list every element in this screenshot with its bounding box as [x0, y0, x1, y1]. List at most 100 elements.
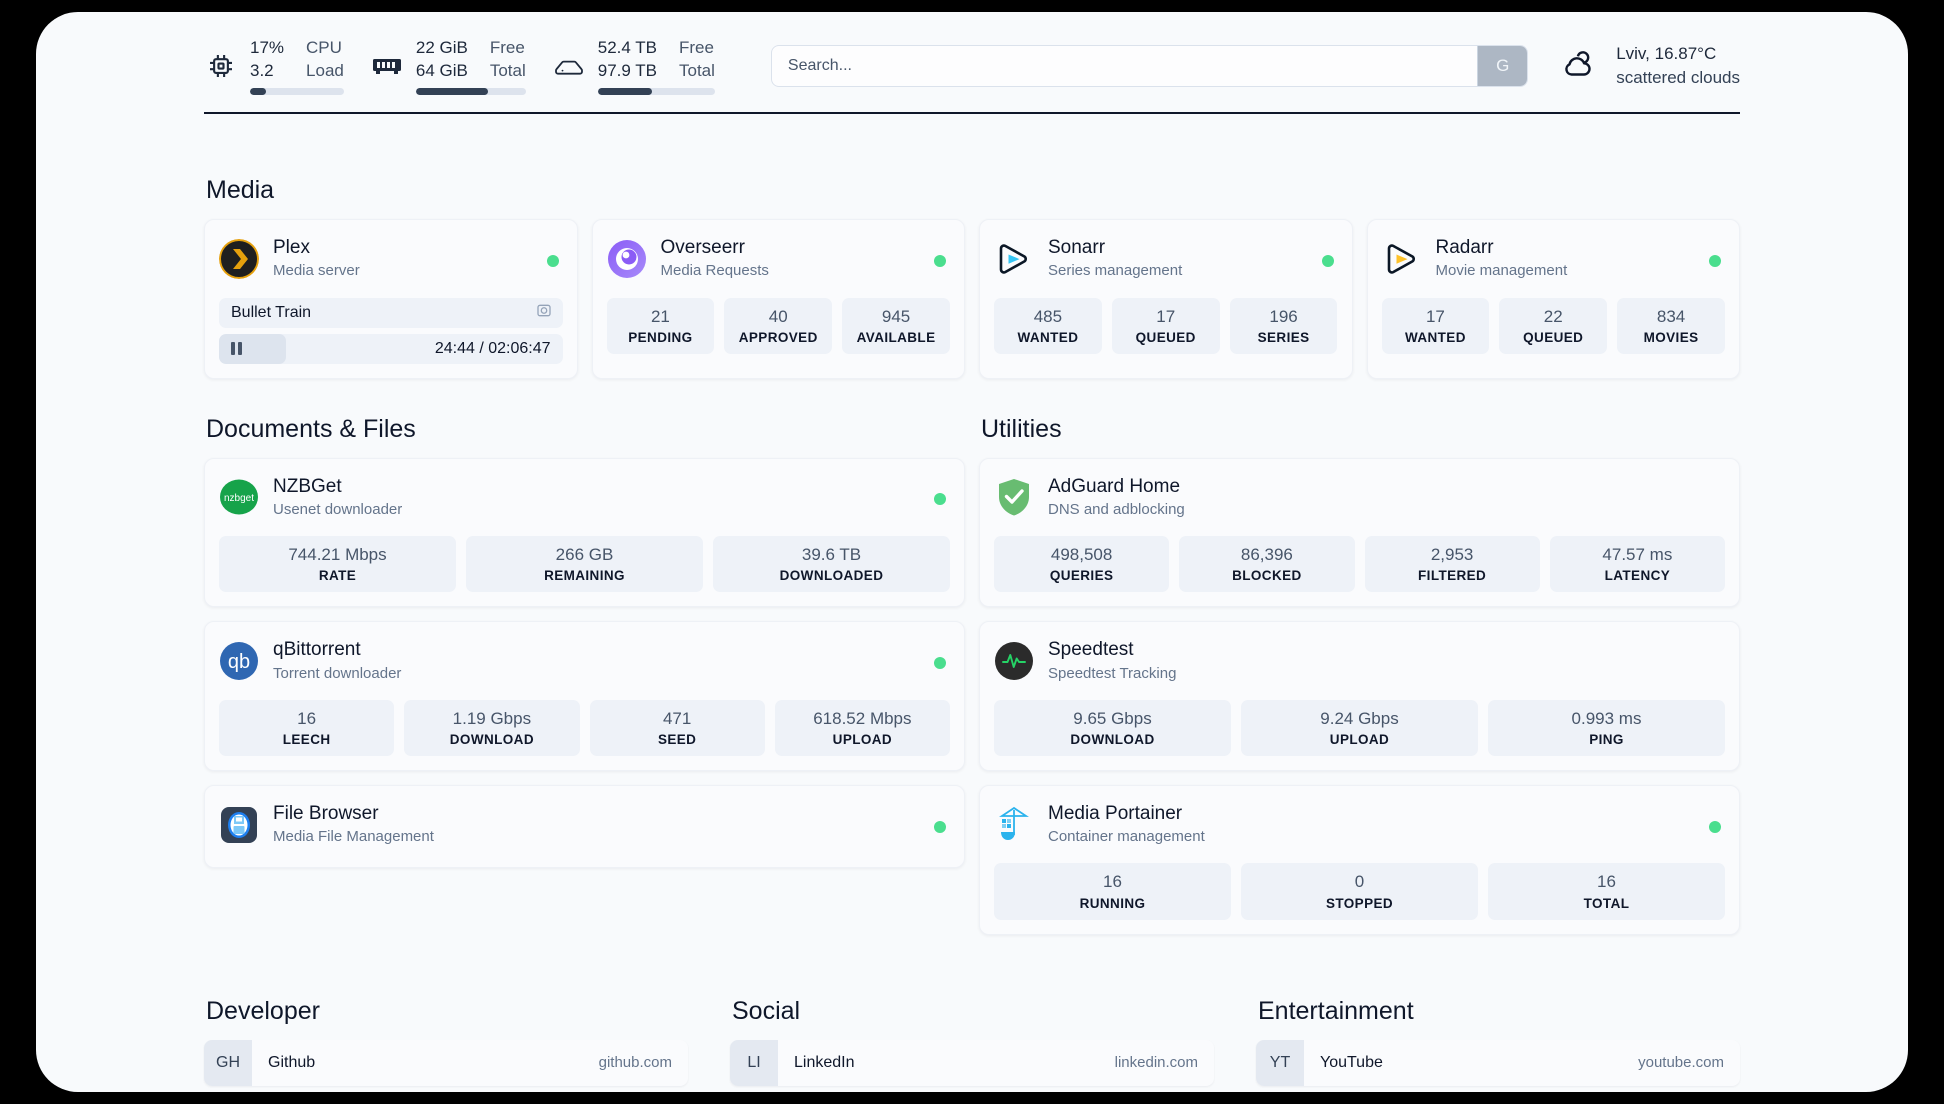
- bookmark-item[interactable]: GH Github github.com: [204, 1039, 688, 1086]
- service-card-nzbget[interactable]: nzbget NZBGet Usenet downloader 74: [204, 457, 965, 608]
- memory-total-label: Total: [489, 60, 526, 80]
- svg-text:nzbget: nzbget: [224, 493, 254, 504]
- service-subtitle: Speedtest Tracking: [1048, 664, 1177, 682]
- bookmarks-area: Developer GH Github github.com SO StackO…: [204, 997, 1740, 1092]
- stat-row: 9.65 Gbps DOWNLOAD 9.24 Gbps UPLOAD 0.99…: [994, 699, 1725, 756]
- stat-value: 16: [1103, 872, 1122, 892]
- bookmark-group-title: Entertainment: [1258, 996, 1414, 1025]
- playback-progress[interactable]: 24:44 / 02:06:47: [219, 333, 563, 364]
- service-card-radarr[interactable]: Radarr Movie management 17 WANTED 22 QUE…: [1366, 219, 1740, 379]
- service-card-qbittorrent[interactable]: qb qBittorrent Torrent downloader: [204, 621, 965, 771]
- plex-icon: [219, 238, 259, 279]
- time-separator: /: [474, 339, 489, 357]
- qbittorrent-icon: qb: [219, 641, 259, 681]
- stat-value: 17: [1156, 306, 1176, 326]
- weather-widget: Lviv, 16.87°C scattered clouds: [1558, 42, 1740, 90]
- stat-label: APPROVED: [738, 329, 818, 345]
- service-card-adguard-home[interactable]: AdGuard Home DNS and adblocking 498,508 …: [979, 457, 1740, 608]
- now-playing-bar: Bullet Train: [219, 297, 563, 328]
- stat-label: QUEUED: [1135, 329, 1196, 345]
- service-card-speedtest[interactable]: Speedtest Speedtest Tracking 9.65 Gbps D…: [979, 621, 1740, 771]
- elapsed-time: 24:44: [434, 339, 475, 357]
- stat-value: 0.993 ms: [1571, 708, 1642, 728]
- weather-description: scattered clouds: [1616, 68, 1740, 87]
- column-documents: Documents & Files nzbget NZBGet: [204, 415, 965, 935]
- total-time: 02:06:47: [488, 339, 551, 357]
- bookmark-url: youtube.com: [1638, 1054, 1724, 1072]
- stat-label: LEECH: [282, 731, 331, 747]
- stat-tile: 2,953 FILTERED: [1364, 536, 1540, 593]
- stat-tile: 266 GB REMAINING: [466, 536, 703, 593]
- stat-row: 17 WANTED 22 QUEUED 834 MOVIES: [1381, 297, 1726, 354]
- cloud-icon: [1558, 48, 1602, 84]
- stat-tile: 0.993 ms PING: [1488, 699, 1725, 756]
- bookmark-item[interactable]: LI LinkedIn linkedin.com: [730, 1039, 1214, 1086]
- memory-total-value: 64 GiB: [415, 60, 468, 80]
- disk-free-value: 52.4 TB: [597, 37, 657, 57]
- search-engine-button[interactable]: G: [1477, 46, 1528, 86]
- card-header: nzbget NZBGet Usenet downloader: [219, 473, 950, 527]
- stat-value: 1.19 Gbps: [452, 708, 532, 728]
- stat-row: 21 PENDING 40 APPROVED 945 AVAILABLE: [606, 297, 951, 354]
- service-subtitle: Movie management: [1435, 262, 1568, 280]
- pause-icon[interactable]: [231, 342, 242, 356]
- stat-value: 471: [662, 708, 692, 728]
- now-playing-title: Bullet Train: [231, 303, 312, 321]
- disk-usage-bar: [597, 88, 715, 96]
- dashboard-page: 17% 3.2 CPU Load: [36, 12, 1908, 1092]
- stat-label: TOTAL: [1583, 895, 1630, 911]
- stat-label: FILTERED: [1418, 568, 1487, 584]
- bookmark-group-entertainment: Entertainment YT YouTube youtube.com NF …: [1256, 997, 1740, 1092]
- stat-tile: 16 LEECH: [219, 699, 395, 756]
- stat-label: AVAILABLE: [856, 329, 936, 345]
- stat-value: 485: [1033, 306, 1063, 326]
- status-badge: [546, 254, 559, 267]
- status-badge: [1709, 820, 1721, 833]
- stat-value: 834: [1656, 306, 1686, 326]
- service-card-media-portainer[interactable]: Media Portainer Container management 16 …: [979, 784, 1740, 935]
- stat-label: PENDING: [628, 329, 693, 345]
- service-card-file-browser[interactable]: File Browser Media File Management: [204, 784, 965, 869]
- stat-value: 40: [768, 306, 788, 326]
- section-title-utilities: Utilities: [981, 414, 1062, 443]
- cast-icon[interactable]: [536, 302, 552, 323]
- bookmark-group-title: Developer: [206, 996, 320, 1025]
- stat-value: 16: [297, 708, 317, 728]
- card-header: Media Portainer Container management: [994, 800, 1725, 854]
- stat-label: REMAINING: [544, 568, 625, 584]
- memory-free-value: 22 GiB: [415, 37, 468, 57]
- cpu-load-label: Load: [306, 60, 344, 80]
- stat-value: 86,396: [1240, 545, 1293, 565]
- stat-tile: 498,508 QUERIES: [994, 536, 1170, 593]
- disk-total-label: Total: [679, 60, 715, 80]
- stat-value: 9.24 Gbps: [1320, 708, 1399, 728]
- stat-label: DOWNLOAD: [449, 731, 534, 747]
- bookmark-url: github.com: [598, 1054, 672, 1072]
- service-card-sonarr[interactable]: Sonarr Series management 485 WANTED 17 Q…: [979, 219, 1353, 379]
- stat-label: RATE: [318, 568, 357, 584]
- stat-tile: 21 PENDING: [606, 297, 715, 354]
- card-header: Sonarr Series management: [994, 234, 1338, 288]
- search-input[interactable]: [771, 46, 1478, 86]
- service-card-plex[interactable]: Plex Media server Bullet Train: [204, 219, 578, 379]
- bookmark-group-developer: Developer GH Github github.com SO StackO…: [204, 997, 688, 1092]
- service-card-overseerr[interactable]: Overseerr Media Requests 21 PENDING 40 A…: [591, 219, 965, 379]
- stat-tile: 16 TOTAL: [1488, 863, 1725, 920]
- stat-value: 744.21 Mbps: [288, 545, 387, 565]
- sonarr-icon: [994, 239, 1034, 279]
- stat-tile: 9.24 Gbps UPLOAD: [1241, 699, 1478, 756]
- service-name: Plex: [273, 237, 310, 258]
- cpu-usage-bar: [250, 88, 344, 96]
- stat-value: 498,508: [1050, 545, 1113, 565]
- stat-label: DOWNLOADED: [779, 568, 884, 584]
- search-box[interactable]: G: [770, 45, 1529, 87]
- stat-label: STOPPED: [1325, 895, 1394, 911]
- stat-value: 266 GB: [555, 545, 614, 565]
- service-subtitle: Series management: [1048, 262, 1183, 280]
- cpu-load-value: 3.2: [250, 60, 274, 80]
- bookmark-name: LinkedIn: [794, 1053, 855, 1071]
- bookmark-item[interactable]: YT YouTube youtube.com: [1256, 1039, 1740, 1086]
- service-subtitle: Container management: [1048, 828, 1205, 846]
- stat-value: 22: [1543, 306, 1563, 326]
- ram-icon: [370, 49, 404, 83]
